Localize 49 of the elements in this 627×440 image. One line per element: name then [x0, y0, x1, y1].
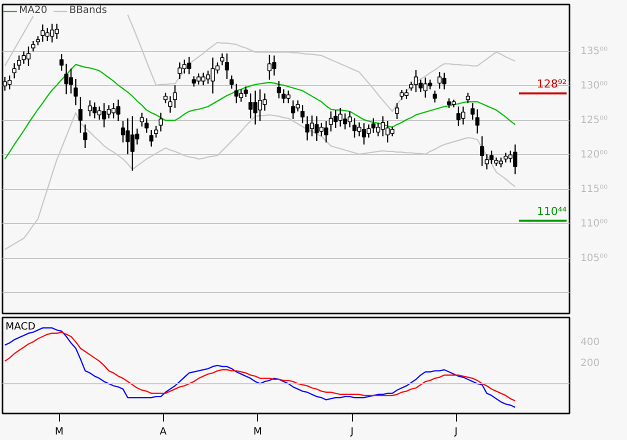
- candlestick: [144, 118, 149, 134]
- candlestick: [168, 96, 172, 114]
- candlestick: [394, 102, 400, 120]
- chart-title: MACD: [6, 322, 36, 332]
- candlestick: [172, 84, 178, 109]
- candlestick: [140, 112, 144, 128]
- legend-label: MA20: [19, 5, 48, 16]
- y-tick-label: 400: [580, 336, 600, 348]
- y-tick-label: 115⁰⁰: [580, 184, 608, 195]
- y-tick-label: 110⁰⁰: [580, 218, 608, 230]
- candlestick: [432, 90, 437, 104]
- y-tick-label: 135⁰⁰: [580, 46, 608, 57]
- candlestick: [456, 106, 461, 126]
- candlestick: [31, 40, 36, 52]
- y-tick-label: 130⁰⁰: [580, 80, 608, 92]
- candlestick: [230, 74, 234, 90]
- candlestick: [466, 92, 470, 104]
- candlestick: [16, 54, 22, 71]
- x-tick-label: J: [454, 426, 458, 438]
- candlestick: [154, 125, 158, 138]
- legend-label: BBands: [69, 5, 107, 16]
- candlestick: [220, 52, 224, 66]
- candlestick: [489, 150, 494, 164]
- y-tick-label: 105⁰⁰: [580, 252, 608, 264]
- candlestick: [267, 54, 272, 80]
- candlestick: [78, 96, 83, 134]
- line-series: [4, 64, 516, 160]
- x-tick-label: M: [54, 426, 64, 438]
- y-tick-label: 125⁰⁰: [580, 114, 608, 126]
- candlestick: [163, 92, 168, 104]
- candlestick: [158, 112, 163, 132]
- candlestick: [60, 54, 64, 72]
- candlestick: [470, 102, 475, 120]
- candlestick: [300, 104, 305, 124]
- x-tick-label: M: [253, 426, 262, 438]
- x-tick-label: A: [160, 426, 167, 438]
- candlestick: [475, 108, 480, 134]
- y-tick-label: 120⁰⁰: [580, 149, 608, 160]
- candlestick: [74, 78, 78, 106]
- candlestick: [83, 124, 88, 149]
- ref-line-label: 128⁹²: [536, 77, 567, 90]
- candlestick: [149, 129, 154, 148]
- x-tick-label: J: [350, 426, 354, 438]
- candlestick: [276, 80, 281, 99]
- y-tick-label: 200: [580, 358, 600, 370]
- candlestick: [12, 62, 16, 79]
- candlestick: [224, 52, 229, 80]
- ref-line-label: 110⁴⁴: [536, 204, 568, 218]
- candlestick: [480, 136, 484, 166]
